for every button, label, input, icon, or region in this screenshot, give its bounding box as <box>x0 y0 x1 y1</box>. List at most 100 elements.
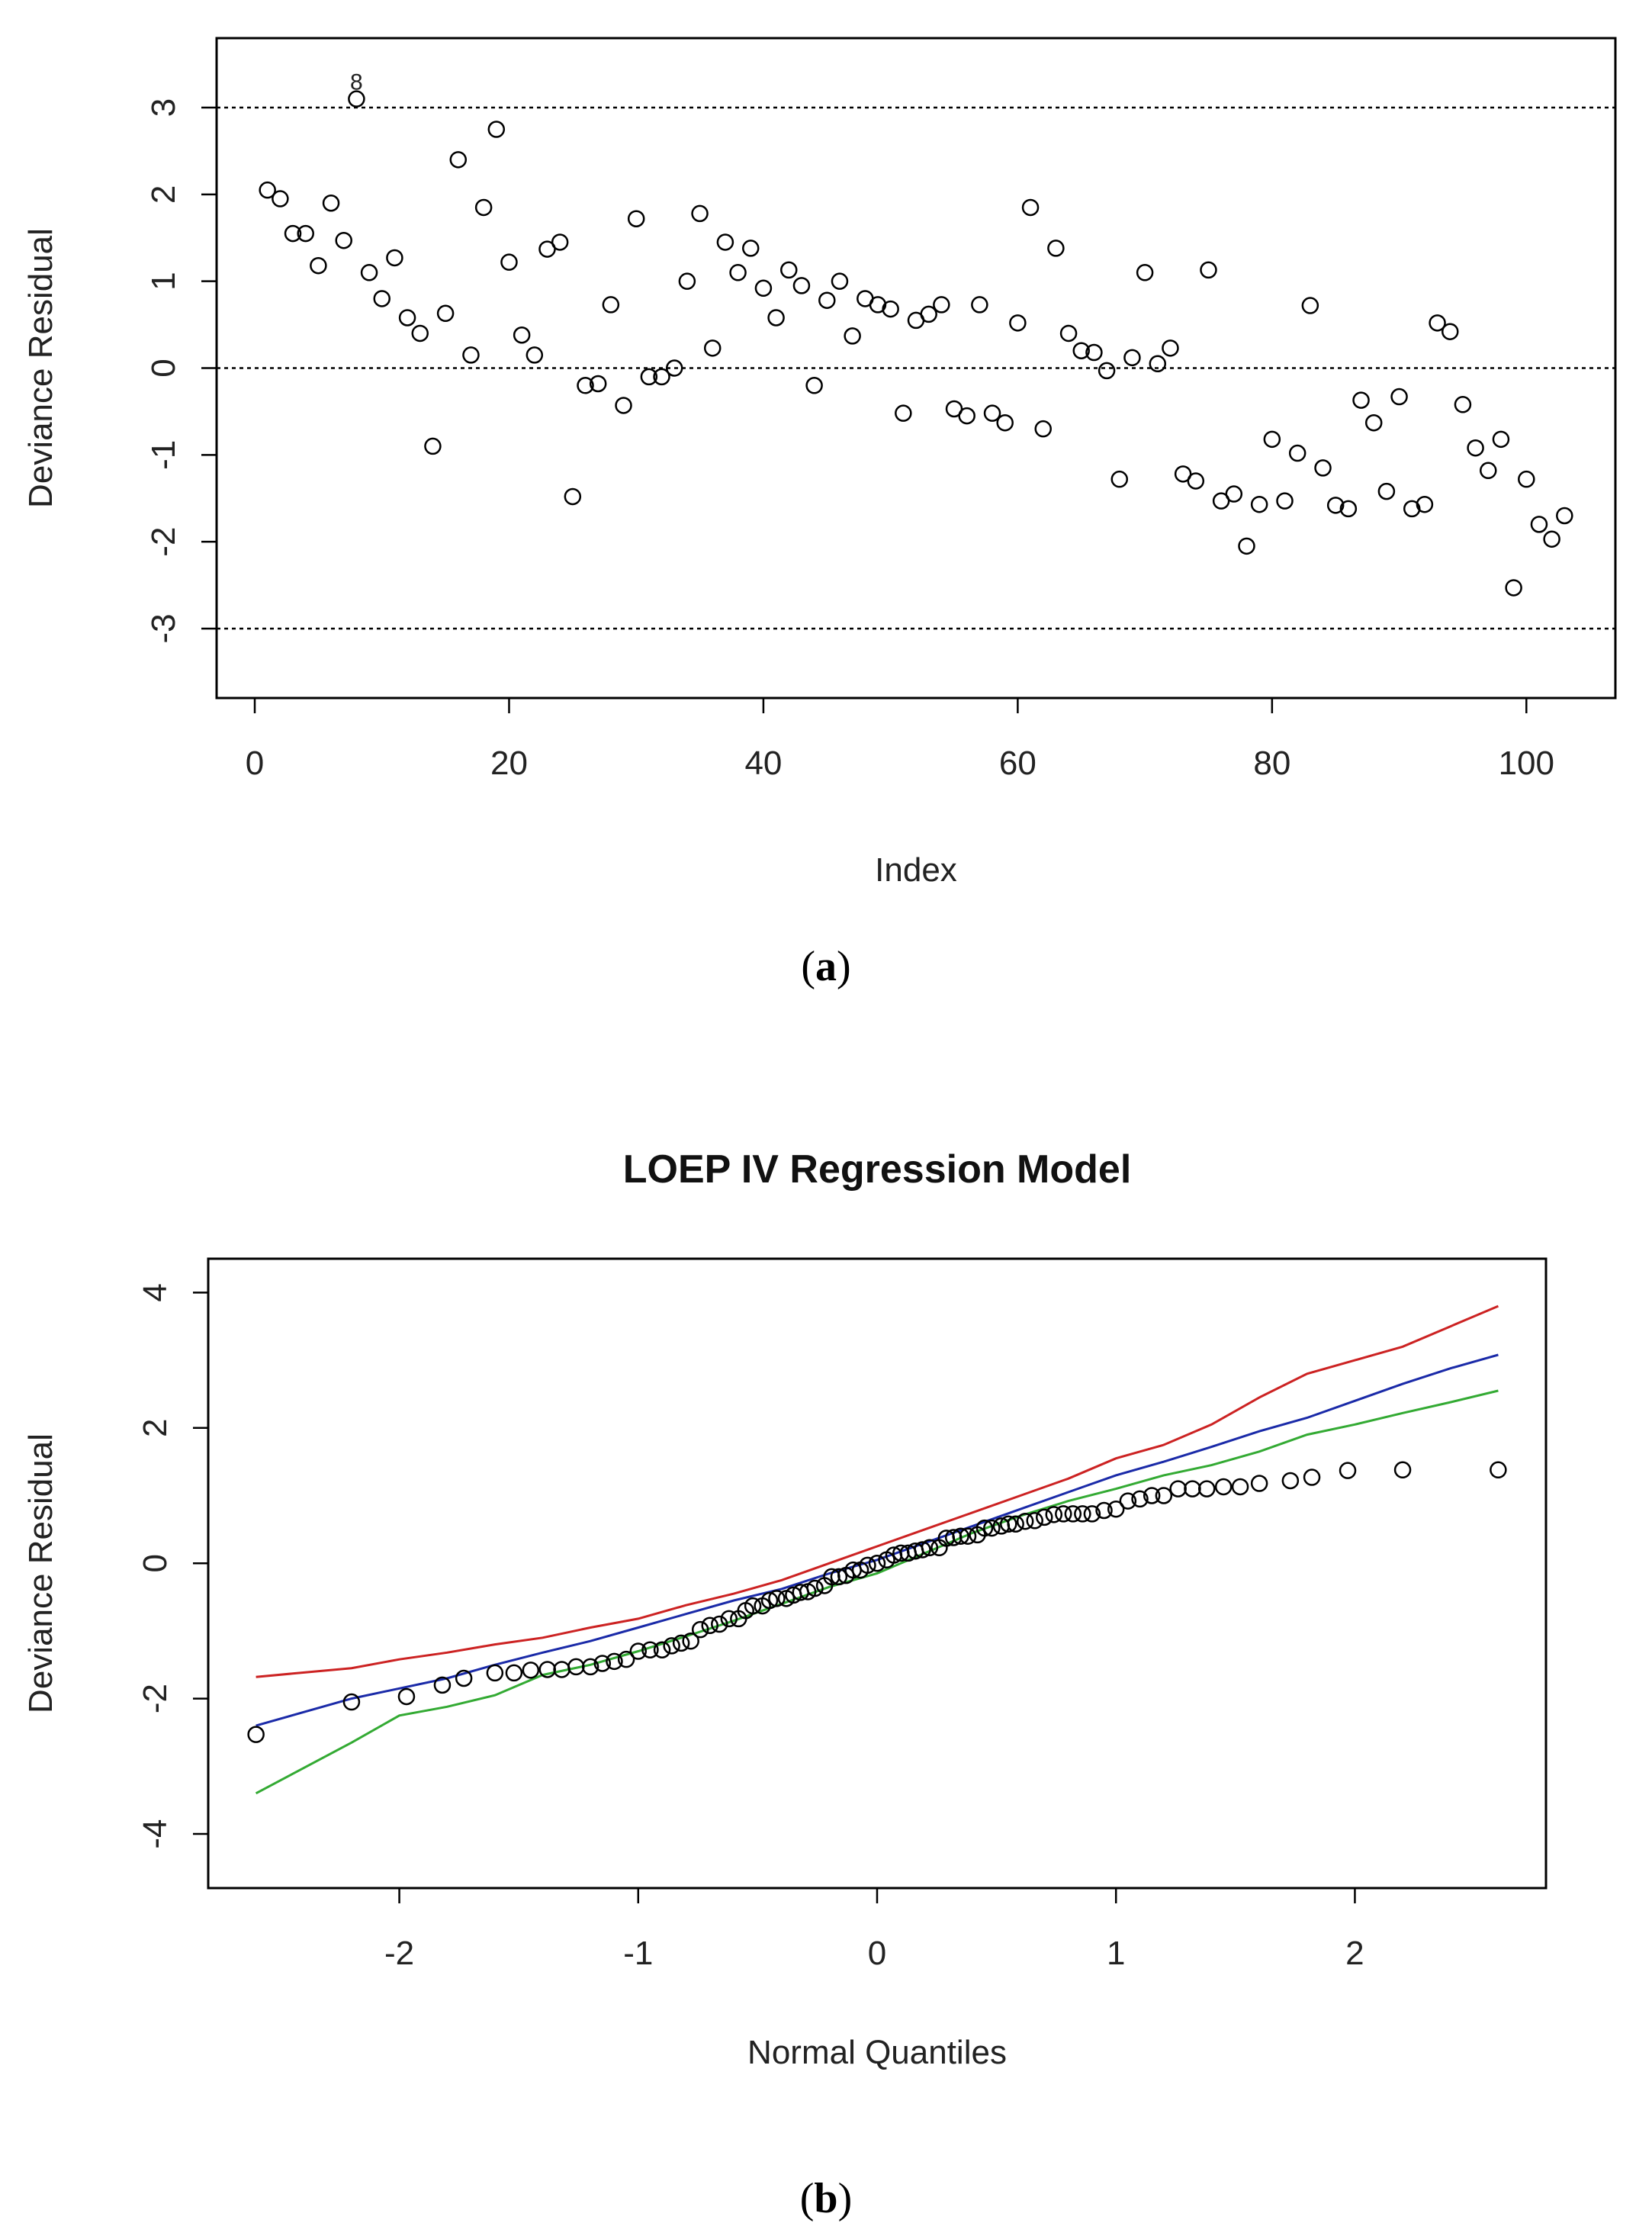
panel-a-x-tick-label: 100 <box>1499 745 1554 782</box>
panel-b-point <box>806 1579 824 1597</box>
panel-b-point <box>1393 1461 1412 1479</box>
panel-a-y-tick-label: -3 <box>145 613 182 643</box>
panel-b-point <box>975 1519 994 1537</box>
panel-b-point <box>1055 1505 1072 1523</box>
panel-b-point <box>760 1591 779 1610</box>
panel-a-point <box>1149 355 1167 373</box>
panel-b-point <box>1083 1505 1101 1523</box>
panel-b-point <box>455 1669 473 1687</box>
panel-a-point <box>1212 492 1230 510</box>
panel-b-label: (b) <box>800 2175 852 2222</box>
panel-a-point-annotation: 8 <box>350 70 363 95</box>
panel-a-point <box>564 487 582 506</box>
panel-a-point <box>1416 495 1434 513</box>
panel-b-point <box>959 1527 977 1545</box>
panel-a-point <box>996 413 1014 432</box>
panel-a-point <box>386 249 403 267</box>
panel-b-y-tick-label: -4 <box>137 1819 174 1848</box>
panel-a-axes: 0 20 40 60 80 100 -3 -2 -1 0 1 2 3 <box>145 37 1617 782</box>
panel-a-point <box>487 121 506 138</box>
panel-a-point <box>665 359 683 377</box>
panel-a-point <box>513 327 531 344</box>
panel-a-point <box>691 204 709 223</box>
panel-a-point <box>538 240 556 258</box>
panel-a-point <box>1162 339 1179 357</box>
panel-a-point <box>1339 500 1358 518</box>
panel-b-point <box>682 1632 699 1650</box>
panel-a-y-tick-label: 3 <box>145 98 182 117</box>
panel-b-point <box>1490 1461 1507 1479</box>
panel-a-point <box>1021 198 1040 217</box>
panel-a-point <box>449 151 468 169</box>
panel-b-point <box>1119 1492 1137 1510</box>
panel-b-point <box>1026 1512 1043 1530</box>
panel-b-point <box>593 1655 612 1672</box>
panel-a-point <box>1480 462 1497 480</box>
panel-a-y-tick-label: -1 <box>145 440 182 470</box>
panel-a-label: (a) <box>801 943 850 990</box>
panel-a-y-tick-label: 2 <box>145 185 182 204</box>
panel-b-point <box>1250 1475 1268 1492</box>
panel-b-point <box>522 1662 540 1679</box>
panel-a-x-tick-label: 0 <box>246 745 264 782</box>
panel-b-qq-plot: LOEP IV Regression Model -2 -1 0 1 2-4-2024 … <box>22 1147 1548 2222</box>
panel-a-point <box>1364 413 1383 432</box>
panel-a-point <box>551 233 569 251</box>
panel-a-point <box>297 224 314 243</box>
panel-a-x-tick-label: 60 <box>999 745 1037 782</box>
panel-a-point <box>436 304 455 323</box>
panel-a-point <box>716 233 734 251</box>
panel-a-point <box>615 397 632 414</box>
panel-b-point <box>1155 1487 1173 1504</box>
panel-a-point <box>831 272 849 290</box>
panel-a-point <box>1187 472 1205 490</box>
panel-a-point <box>754 279 773 298</box>
panel-a-point <box>729 264 747 281</box>
panel-b-point <box>1197 1480 1216 1497</box>
panel-b-point <box>1007 1515 1024 1533</box>
panel-a-residual-index-plot: 0 20 40 60 80 100 -3 -2 -1 0 1 2 3 8 Deviance Residu… <box>22 37 1617 990</box>
panel-a-point <box>1110 470 1129 488</box>
panel-b-point <box>1303 1469 1321 1486</box>
panel-b-point <box>1339 1462 1357 1479</box>
panel-b-point <box>952 1527 969 1545</box>
panel-b-point <box>1169 1480 1187 1497</box>
panel-a-point <box>933 296 950 314</box>
panel-a-point <box>1441 323 1459 340</box>
panel-b-point <box>720 1610 738 1628</box>
panel-b-line-median <box>256 1353 1499 1727</box>
panel-a-point <box>1314 459 1332 477</box>
panel-b-x-tick-label: 2 <box>1345 1935 1364 1972</box>
panel-b-point <box>921 1539 939 1557</box>
panel-a-point <box>272 190 289 207</box>
panel-a-y-tick-label: 1 <box>145 272 182 290</box>
panel-a-point <box>1225 485 1243 503</box>
panel-b-point <box>1036 1508 1053 1526</box>
panel-a-point <box>398 309 416 327</box>
panel-a-point <box>882 300 899 318</box>
panel-b-point <box>1064 1505 1082 1523</box>
panel-a-point <box>462 346 480 364</box>
panel-a-point <box>971 296 988 314</box>
panel-a-point <box>1326 497 1345 514</box>
panel-a-point <box>1352 391 1370 409</box>
panel-b-point <box>486 1664 504 1682</box>
panel-b-point <box>744 1597 762 1615</box>
panel-b-point <box>1016 1512 1034 1530</box>
panel-b-point <box>1107 1500 1125 1518</box>
panel-b-point <box>914 1541 931 1559</box>
panel-b-axes: -2 -1 0 1 2 -4 -2 0 2 4 <box>137 1257 1548 1972</box>
panel-b-point <box>397 1687 416 1706</box>
panel-b-point <box>581 1658 599 1676</box>
panel-a-x-axis-label: Index <box>875 851 957 889</box>
panel-b-point <box>629 1642 648 1660</box>
panel-a-point <box>1085 343 1103 362</box>
panel-a-point <box>767 309 785 327</box>
panel-a-y-axis-label: Deviance Residual <box>22 228 59 508</box>
panel-b-point <box>433 1676 452 1694</box>
panel-a-point <box>818 291 836 309</box>
panel-b-point <box>868 1554 886 1572</box>
panel-a-point <box>1263 430 1281 449</box>
panel-a-point <box>895 404 912 422</box>
panel-a-point <box>1301 297 1319 314</box>
